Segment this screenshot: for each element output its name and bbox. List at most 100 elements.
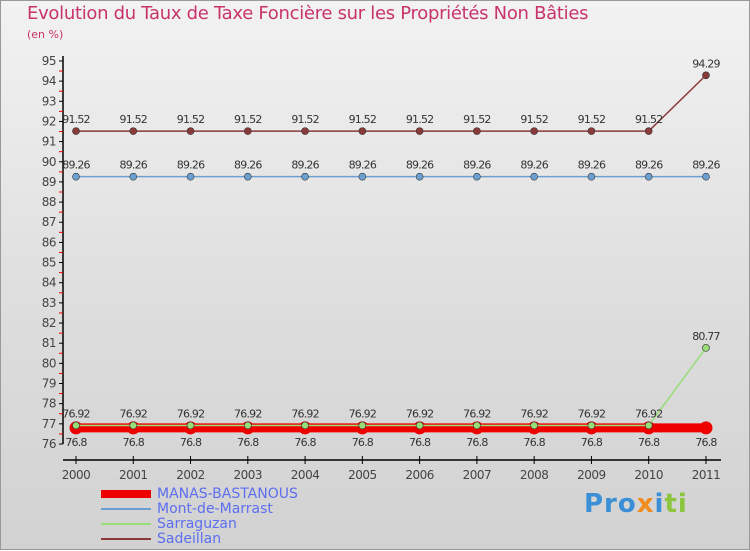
y-tick-label: 89 xyxy=(42,175,56,189)
data-point xyxy=(72,421,80,430)
data-point xyxy=(644,127,653,135)
data-point xyxy=(530,172,538,181)
data-label: 76.8 xyxy=(409,436,431,449)
data-label: 89.26 xyxy=(520,159,548,172)
data-point xyxy=(644,421,653,430)
data-point xyxy=(358,172,367,181)
data-point xyxy=(587,127,596,135)
data-label: 76.8 xyxy=(65,436,87,449)
x-tick-label: 2007 xyxy=(463,468,492,482)
data-label: 76.8 xyxy=(581,436,603,449)
x-tick-label: 2010 xyxy=(634,468,663,482)
data-point xyxy=(186,127,195,135)
data-point xyxy=(415,127,424,135)
data-point xyxy=(473,127,481,135)
x-tick-label: 2003 xyxy=(234,468,263,482)
data-label: 91.52 xyxy=(177,113,205,126)
data-label: 76.92 xyxy=(349,407,377,420)
data-label: 94.29 xyxy=(692,57,720,70)
legend-swatch xyxy=(101,538,151,540)
data-point xyxy=(129,127,138,135)
data-label: 89.26 xyxy=(692,159,720,172)
y-tick-label: 76 xyxy=(42,437,56,451)
data-label: 80.77 xyxy=(692,330,720,343)
data-point xyxy=(358,421,367,430)
data-label: 91.52 xyxy=(120,113,148,126)
series-line-3 xyxy=(76,74,707,132)
data-point xyxy=(587,421,596,430)
data-label: 76.92 xyxy=(635,407,663,420)
y-tick-label: 95 xyxy=(42,54,56,68)
data-label: 89.26 xyxy=(120,159,148,172)
data-point xyxy=(473,421,481,430)
data-point xyxy=(186,172,195,181)
data-label: 89.26 xyxy=(177,159,205,172)
data-label: 76.8 xyxy=(237,436,259,449)
data-label: 76.8 xyxy=(123,436,145,449)
data-point xyxy=(530,421,538,430)
data-point xyxy=(473,172,481,181)
x-tick-label: 2011 xyxy=(692,468,721,482)
data-point xyxy=(702,71,710,80)
data-label: 76.92 xyxy=(578,407,606,420)
legend-label: MANAS-BASTANOUS xyxy=(157,486,298,502)
data-label: 76.8 xyxy=(466,436,488,449)
y-tick-label: 91 xyxy=(42,135,56,149)
data-label: 76.92 xyxy=(520,407,548,420)
data-label: 76.8 xyxy=(695,436,717,449)
data-label: 76.92 xyxy=(291,407,319,420)
data-label: 89.26 xyxy=(349,159,377,172)
proxiti-logo: Proxiti xyxy=(584,489,688,519)
data-point xyxy=(644,172,653,181)
data-point xyxy=(699,421,713,435)
data-label: 91.52 xyxy=(406,113,434,126)
y-axis-unit: (en %) xyxy=(27,28,64,41)
data-point xyxy=(186,421,195,430)
y-tick-label: 81 xyxy=(42,336,56,350)
data-point xyxy=(72,172,80,181)
data-point xyxy=(244,172,252,181)
x-tick-label: 2009 xyxy=(577,468,606,482)
data-label: 76.8 xyxy=(294,436,316,449)
x-tick-label: 2000 xyxy=(62,468,91,482)
y-tick-label: 87 xyxy=(42,215,56,229)
legend-item-3: Sadeillan xyxy=(101,532,221,546)
legend-swatch xyxy=(101,508,151,510)
data-point xyxy=(301,172,309,181)
x-tick-label: 2002 xyxy=(176,468,205,482)
y-tick-label: 79 xyxy=(42,377,56,391)
data-label: 89.26 xyxy=(291,159,319,172)
series-line-2 xyxy=(76,347,707,427)
legend-swatch xyxy=(101,523,151,525)
data-label: 76.92 xyxy=(234,407,262,420)
y-tick-label: 86 xyxy=(42,235,56,249)
y-tick-label: 94 xyxy=(42,74,56,88)
legend-item-2: Sarraguzan xyxy=(101,517,237,531)
data-point xyxy=(358,127,367,135)
data-point xyxy=(587,172,596,181)
x-tick-label: 2001 xyxy=(119,468,148,482)
data-label: 76.8 xyxy=(638,436,660,449)
y-tick-label: 78 xyxy=(42,397,56,411)
data-label: 89.26 xyxy=(62,159,90,172)
y-tick-label: 93 xyxy=(42,94,56,108)
data-label: 89.26 xyxy=(234,159,262,172)
x-tick-label: 2004 xyxy=(291,468,320,482)
data-label: 91.52 xyxy=(635,113,663,126)
legend-item-1: Mont-de-Marrast xyxy=(101,502,273,516)
data-label: 76.8 xyxy=(180,436,202,449)
data-point xyxy=(415,172,424,181)
data-point xyxy=(72,127,80,135)
y-tick-label: 80 xyxy=(42,356,56,370)
y-tick-label: 83 xyxy=(42,296,56,310)
y-tick-label: 77 xyxy=(42,417,56,431)
data-label: 76.92 xyxy=(62,407,90,420)
data-point xyxy=(702,344,710,352)
data-point xyxy=(244,127,252,135)
y-tick-label: 82 xyxy=(42,316,56,330)
data-label: 76.92 xyxy=(406,407,434,420)
y-tick-label: 85 xyxy=(42,256,56,270)
chart-title: Evolution du Taux de Taxe Foncière sur l… xyxy=(27,3,589,24)
data-label: 76.92 xyxy=(463,407,491,420)
